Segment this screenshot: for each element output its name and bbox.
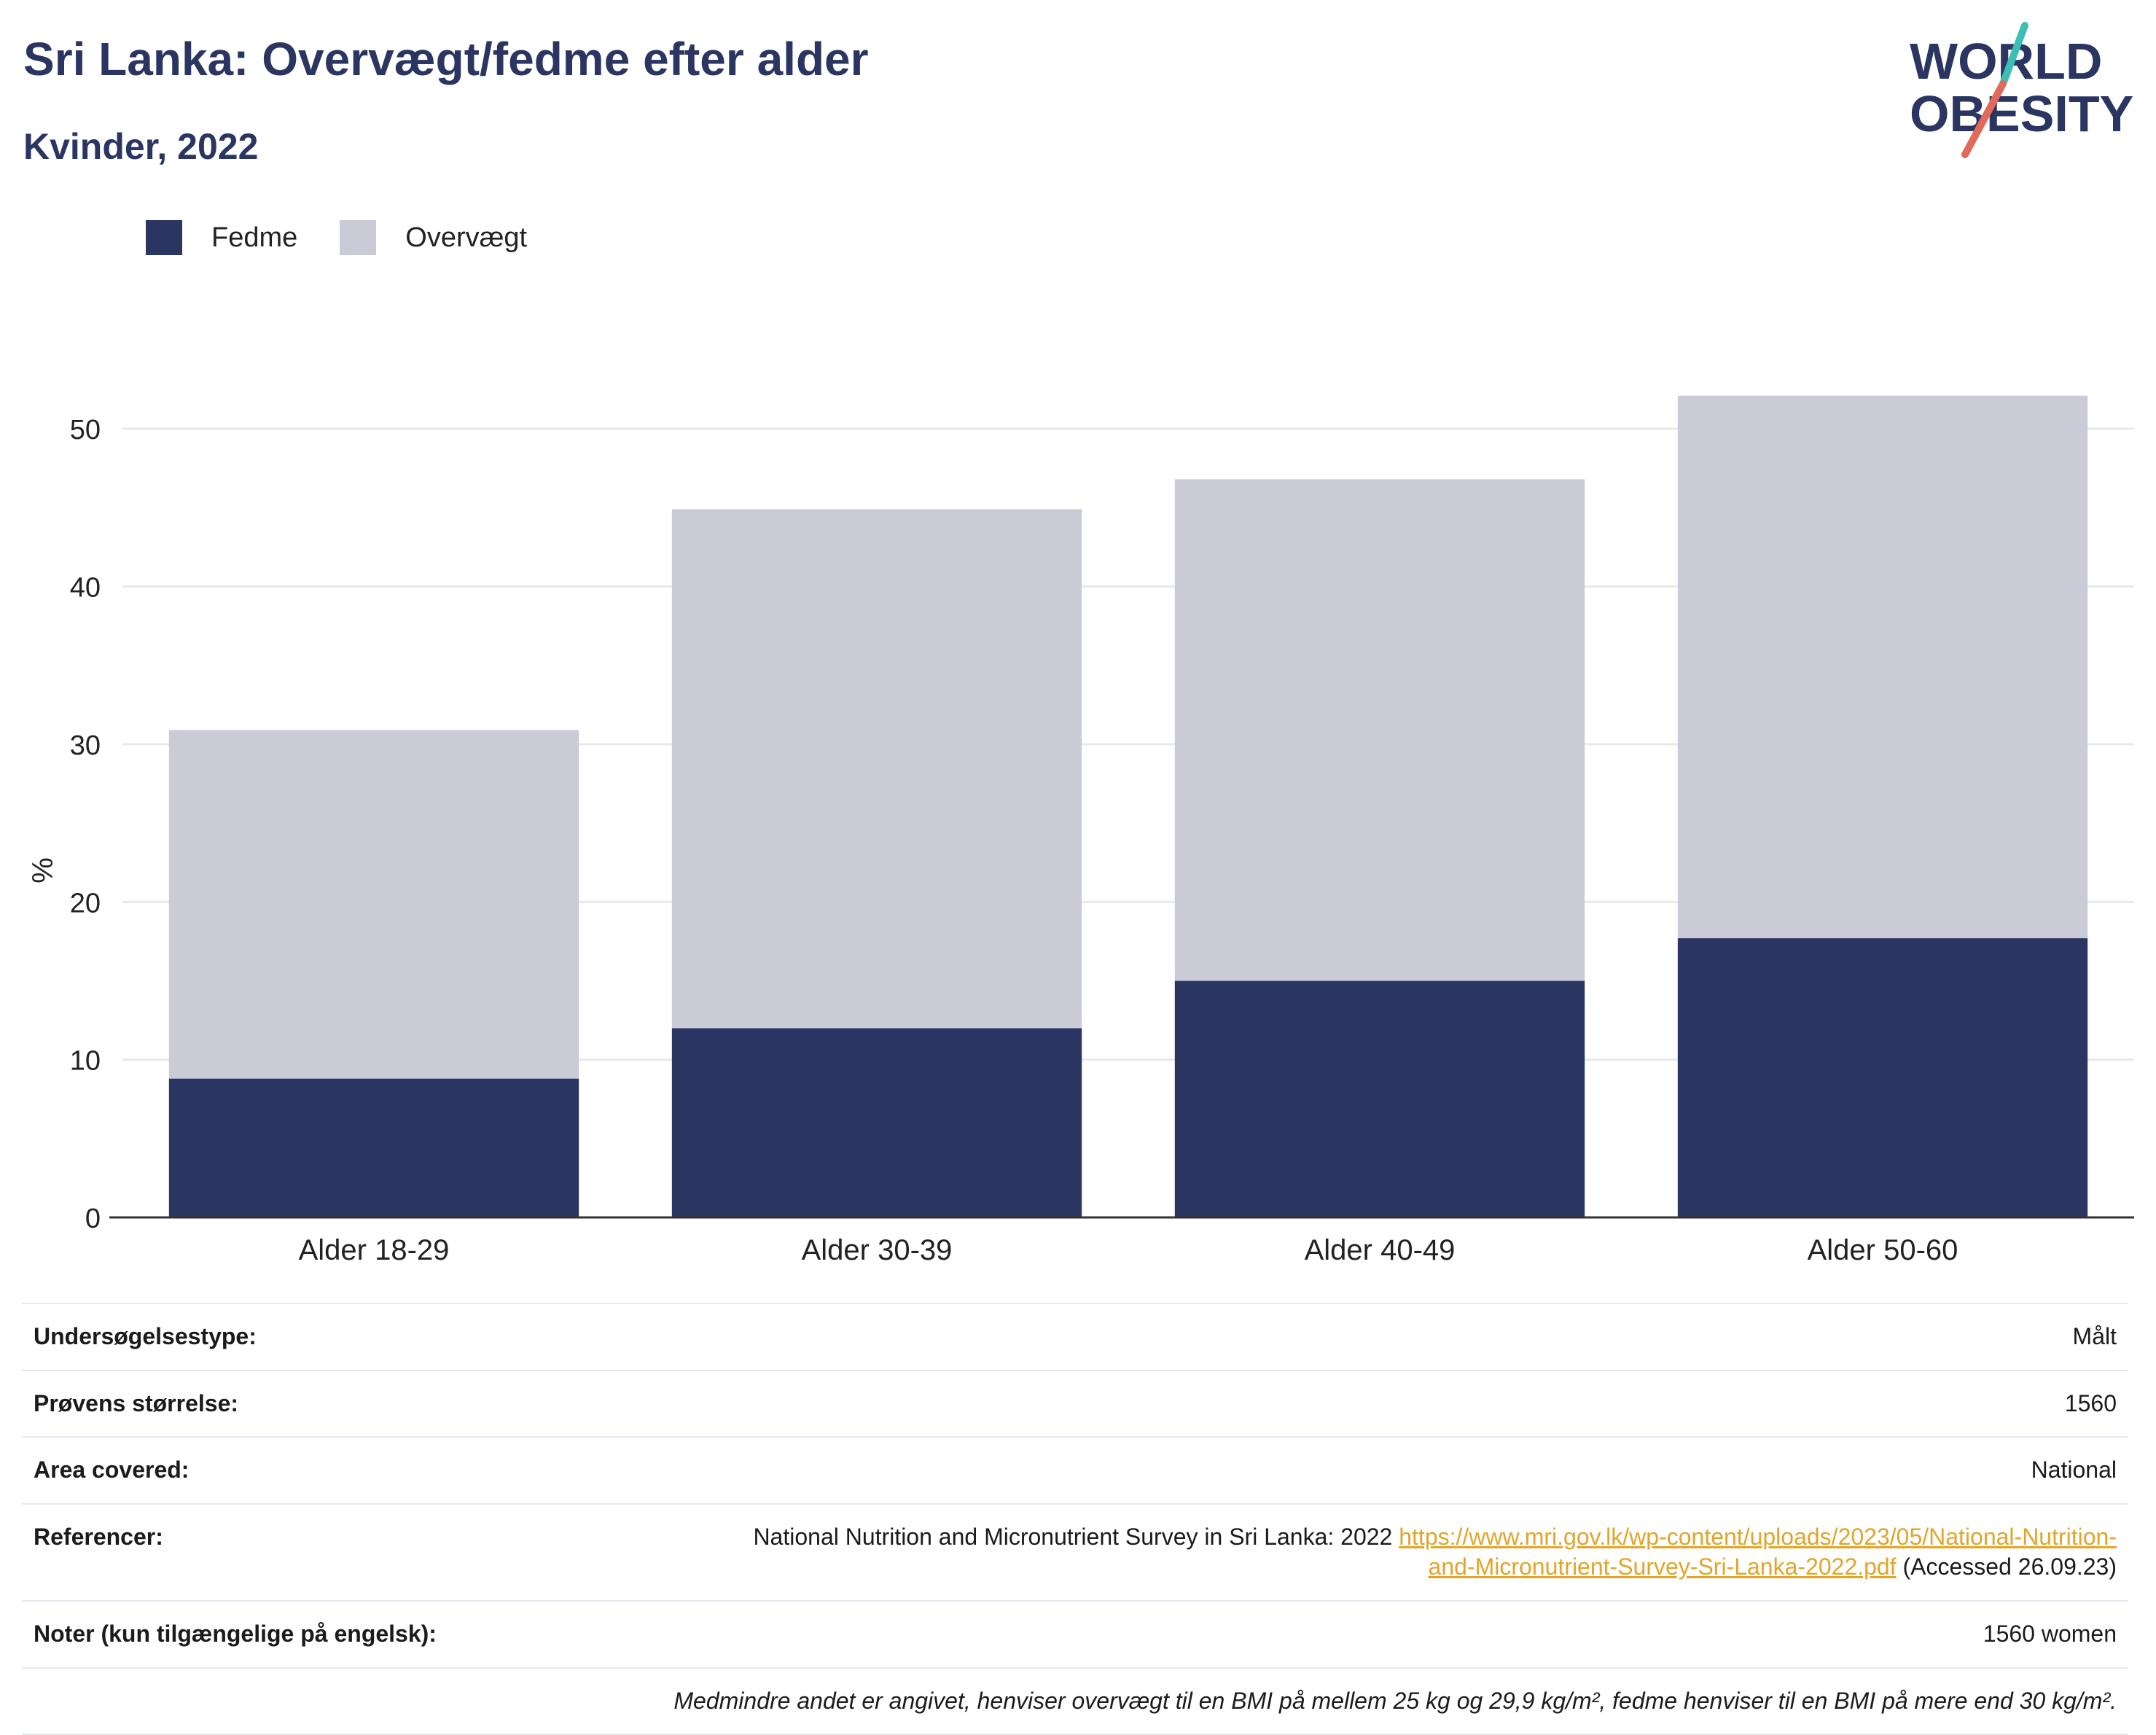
chart-legend: Fedme Overvægt xyxy=(146,219,569,257)
legend-swatch-overvaegt xyxy=(340,220,377,255)
bar-overvaegt xyxy=(168,730,579,1079)
legend-swatch-fedme xyxy=(146,220,182,255)
bar-fedme xyxy=(1174,980,1585,1217)
legend-label-overvaegt: Overvægt xyxy=(405,222,528,253)
info-row-references: Referencer: National Nutrition and Micro… xyxy=(22,1502,2128,1601)
legend-item-overvaegt[interactable]: Overvægt xyxy=(340,220,527,255)
reference-link[interactable]: https://www.mri.gov.lk/wp-content/upload… xyxy=(1399,1523,2117,1580)
bar-overvaegt xyxy=(671,509,1082,1029)
info-row-area: Area covered: National xyxy=(22,1436,2128,1504)
y-tick-label: 20 xyxy=(70,888,101,919)
notes-value: 1560 women xyxy=(701,1599,2128,1668)
bmi-footnote: Medmindre andet er angivet, henviser ove… xyxy=(22,1666,2128,1735)
logo-slash-teal xyxy=(1999,22,2028,87)
logo-word-obesity: OBESITY xyxy=(1910,85,2133,142)
bar-fedme xyxy=(1677,938,2088,1217)
bar-overvaegt xyxy=(1677,395,2088,939)
references-text: National Nutrition and Micronutrient Sur… xyxy=(753,1523,1399,1550)
y-tick-label: 40 xyxy=(70,573,101,604)
y-tick-label: 50 xyxy=(70,415,101,445)
references-label: Referencer: xyxy=(22,1502,701,1601)
notes-label: Noter (kun tilgængelige på engelsk): xyxy=(22,1599,701,1668)
info-row-sample-size: Prøvens størrelse: 1560 xyxy=(22,1369,2128,1438)
stacked-bar-chart: 0 10 20 30 40 50% Alder 18-29 Alder 30-39 Alder … xyxy=(27,395,2134,1266)
logo-slash-coral xyxy=(1961,80,2007,158)
bar-fedme xyxy=(168,1078,579,1217)
survey-info-table: Undersøgelsestype: Målt Prøvens størrels… xyxy=(22,1303,2128,1735)
info-row-footnote: Medmindre andet er angivet, henviser ove… xyxy=(22,1666,2128,1735)
y-tick-label: 30 xyxy=(70,730,101,761)
y-tick-label: 0 xyxy=(85,1204,101,1234)
page-title: Sri Lanka: Overvægt/fedme efter alder xyxy=(23,33,869,85)
survey-type-value: Målt xyxy=(701,1303,2128,1371)
info-row-notes: Noter (kun tilgængelige på engelsk): 156… xyxy=(22,1599,2128,1668)
x-tick-label: Alder 40-49 xyxy=(1305,1234,1456,1266)
sample-size-value: 1560 xyxy=(701,1369,2128,1438)
x-tick-label: Alder 30-39 xyxy=(802,1234,953,1266)
area-value: National xyxy=(701,1436,2128,1504)
survey-type-label: Undersøgelsestype: xyxy=(22,1303,701,1371)
references-accessed: (Accessed 26.09.23) xyxy=(1896,1553,2117,1580)
area-label: Area covered: xyxy=(22,1436,701,1504)
page-subtitle: Kvinder, 2022 xyxy=(23,126,259,167)
world-obesity-logo: WORLD OBESITY xyxy=(1910,22,2133,158)
bar-fedme xyxy=(671,1028,1082,1217)
y-axis-label: % xyxy=(27,857,59,884)
legend-item-fedme[interactable]: Fedme xyxy=(146,220,297,255)
legend-label-fedme: Fedme xyxy=(211,222,298,253)
x-tick-label: Alder 50-60 xyxy=(1808,1234,1958,1266)
x-tick-label: Alder 18-29 xyxy=(299,1234,450,1266)
info-row-survey-type: Undersøgelsestype: Målt xyxy=(22,1303,2128,1371)
sample-size-label: Prøvens størrelse: xyxy=(22,1369,701,1438)
y-tick-label: 10 xyxy=(70,1046,101,1077)
references-value: National Nutrition and Micronutrient Sur… xyxy=(701,1502,2128,1601)
bar-overvaegt xyxy=(1174,479,1585,981)
